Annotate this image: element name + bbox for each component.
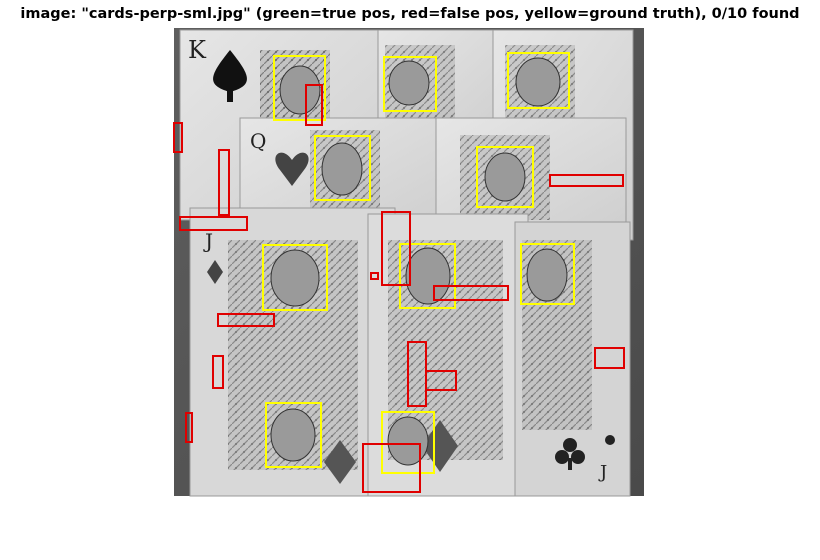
false-positive-box	[594, 347, 625, 369]
ground-truth-box	[476, 146, 534, 208]
false-positive-box	[212, 355, 224, 389]
false-positive-boxes	[173, 84, 625, 493]
ground-truth-box	[265, 402, 322, 468]
ground-truth-box	[520, 243, 575, 305]
figure-title: image: "cards-perp-sml.jpg" (green=true …	[20, 6, 800, 22]
false-positive-box	[381, 211, 411, 286]
ground-truth-box	[262, 244, 328, 311]
ground-truth-box	[314, 135, 371, 201]
false-positive-box	[425, 370, 457, 391]
ground-truth-box	[273, 55, 326, 121]
false-positive-box	[218, 149, 230, 216]
false-positive-box	[179, 216, 248, 231]
ground-truth-box	[381, 411, 435, 474]
false-positive-box	[362, 443, 421, 493]
svg-text:J: J	[598, 462, 607, 483]
false-positive-box	[370, 272, 379, 280]
ground-truth-box	[383, 56, 437, 112]
svg-text:J: J	[203, 229, 213, 253]
ground-truth-box	[399, 243, 456, 309]
card-queen-center	[435, 117, 627, 229]
false-positive-box	[185, 412, 193, 443]
svg-text:Q: Q	[250, 129, 266, 153]
false-positive-box	[305, 84, 323, 126]
false-positive-box	[433, 285, 509, 301]
ground-truth-box	[507, 52, 570, 109]
false-positive-box	[217, 313, 275, 327]
false-positive-box	[173, 122, 183, 153]
svg-text:K: K	[188, 36, 207, 64]
false-positive-box	[549, 174, 624, 187]
face-silhouettes	[270, 57, 568, 466]
ground-truth-boxes	[262, 52, 575, 474]
